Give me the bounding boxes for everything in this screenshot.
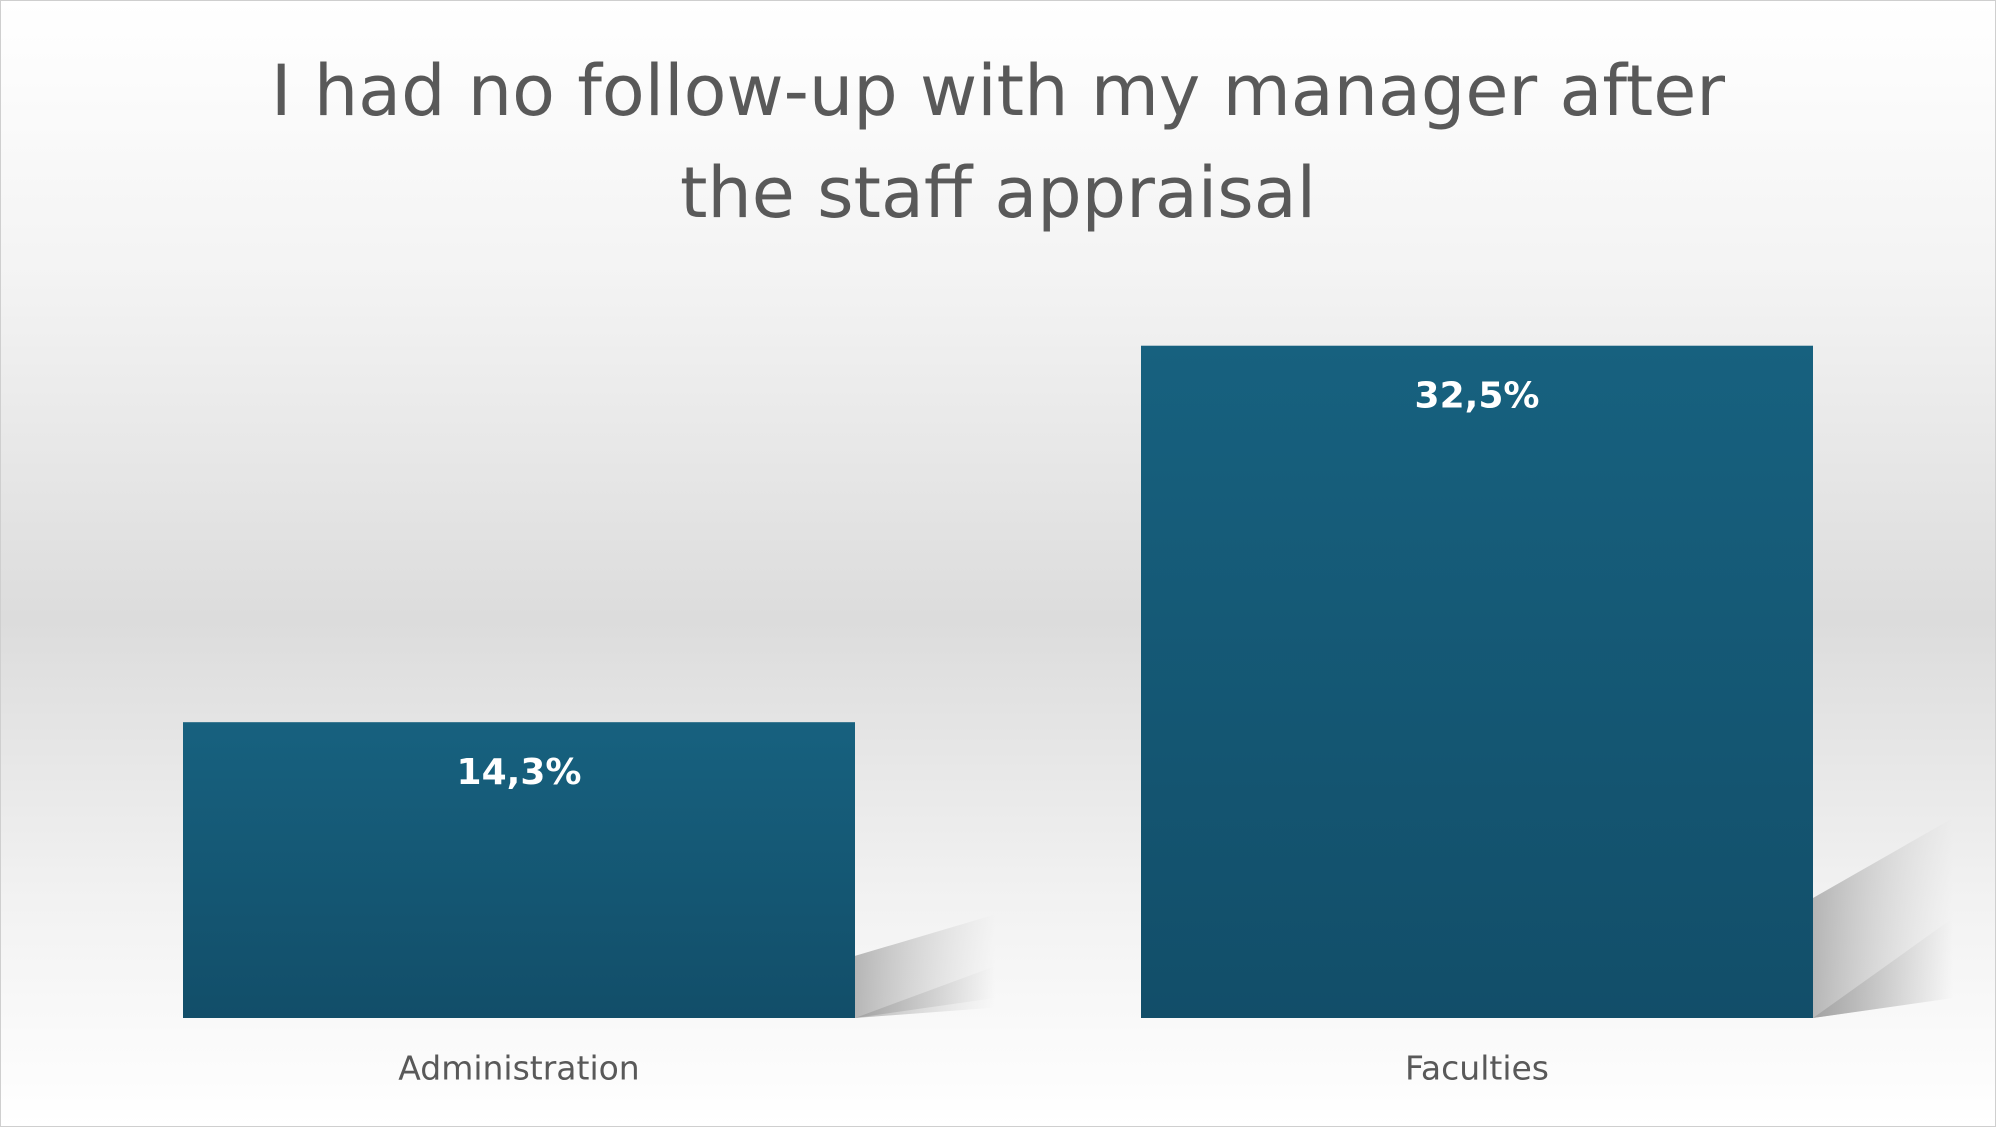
bar-shadow [1813,818,1953,1018]
x-tick-label: Administration [398,1049,639,1088]
bar-shadow [855,914,995,1018]
chart-title: I had no follow-up with my manager after… [270,50,1726,234]
data-label: 32,5% [1415,376,1540,417]
x-tick-label: Faculties [1405,1049,1549,1088]
bar [1141,345,1813,1018]
data-label: 14,3% [457,752,582,793]
bar [183,722,855,1018]
